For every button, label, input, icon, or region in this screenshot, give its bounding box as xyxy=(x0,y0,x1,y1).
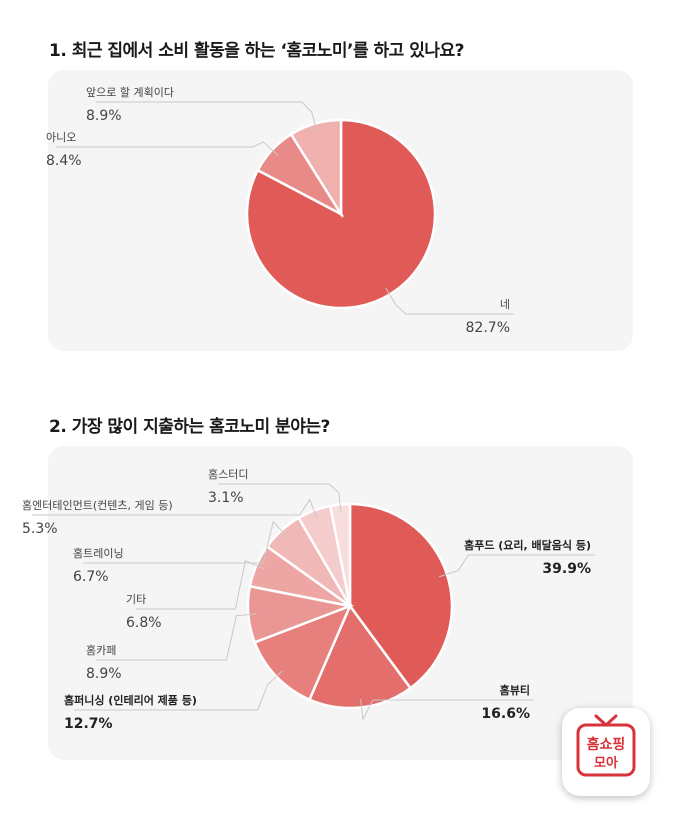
slice-value-0: 82.7% xyxy=(466,320,510,336)
leader-line-2 xyxy=(74,670,283,711)
slice-label-1: 아니오 xyxy=(46,131,76,144)
leader-line-5 xyxy=(83,520,288,564)
slice-label-7: 홈스터디 xyxy=(208,467,248,481)
question-1-title: 1. 최근 집에서 소비 활동을 하는 ‘홈코노미’를 하고 있나요? xyxy=(49,41,465,61)
slice-value-0: 39.9% xyxy=(542,561,591,577)
slice-label-2: 홈퍼니싱 (인테리어 제품 등) xyxy=(64,693,197,707)
leader-line-0 xyxy=(385,287,514,315)
leader-line-1 xyxy=(360,699,534,721)
question-2-title: 2. 가장 많이 지출하는 홈코노미 분야는? xyxy=(49,417,330,437)
leader-line-7 xyxy=(218,483,342,513)
slice-label-2: 앞으로 할 계획이다 xyxy=(86,86,174,99)
slice-value-1: 16.6% xyxy=(481,706,530,722)
slice-label-1: 홈뷰티 xyxy=(500,683,530,697)
tv-logo-icon: 홈쇼핑 모아 xyxy=(576,714,636,777)
homeshopping-moa-logo: 홈쇼핑 모아 xyxy=(562,708,650,796)
slice-value-2: 12.7% xyxy=(64,716,113,732)
slice-label-0: 네 xyxy=(500,298,510,311)
slice-value-7: 3.1% xyxy=(208,490,244,506)
slice-value-1: 8.4% xyxy=(46,153,82,169)
logo-text-line2: 모아 xyxy=(594,755,618,771)
leader-line-3 xyxy=(96,613,257,661)
slice-value-6: 5.3% xyxy=(22,521,58,537)
slice-label-4: 기타 xyxy=(126,593,146,606)
slice-value-4: 6.8% xyxy=(126,615,162,631)
slice-label-5: 홈트레이닝 xyxy=(73,546,124,560)
slice-value-2: 8.9% xyxy=(86,108,122,124)
logo-text-line1: 홈쇼핑 xyxy=(587,736,626,753)
leader-line-2 xyxy=(96,101,318,132)
leader-line-0 xyxy=(438,554,595,578)
slice-value-3: 8.9% xyxy=(86,666,122,682)
slice-value-5: 6.7% xyxy=(73,569,109,585)
slice-label-0: 홈푸드 (요리, 배달음식 등) xyxy=(464,538,591,552)
leader-line-6 xyxy=(32,498,318,519)
slice-label-6: 홈엔터테인먼트(컨텐츠, 게임 등) xyxy=(22,498,173,512)
slice-label-3: 홈카페 xyxy=(86,643,116,657)
leader-line-4 xyxy=(136,560,265,610)
leader-line-1 xyxy=(56,141,278,156)
